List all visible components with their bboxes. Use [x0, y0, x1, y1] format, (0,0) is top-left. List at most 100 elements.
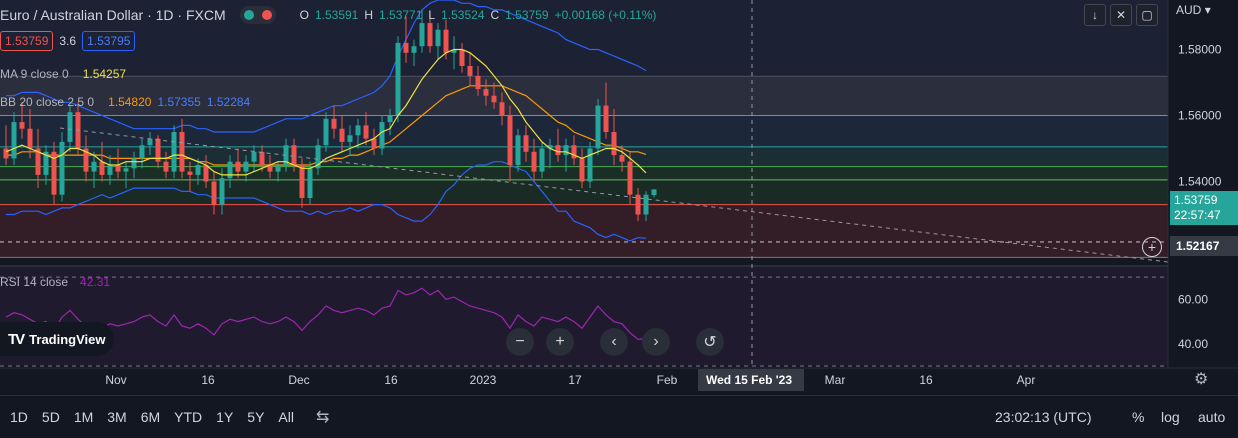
add-plus-icon[interactable]: + — [1142, 237, 1162, 257]
candle-body — [547, 145, 553, 149]
price-tick-label: 1.56000 — [1178, 109, 1222, 123]
scroll-left-button[interactable]: ‹ — [600, 328, 628, 356]
candle — [451, 36, 457, 70]
maximize-icon[interactable]: ▢ — [1136, 4, 1158, 26]
candle-body — [163, 161, 169, 172]
candle-body — [379, 122, 385, 149]
ma-legend[interactable]: MA 9 close 0 1.54257 — [0, 67, 126, 81]
bid-ask-row: 1.53759 3.6 1.53795 — [0, 31, 136, 51]
arrow-down-icon[interactable]: ↓ — [1084, 4, 1106, 26]
utc-clock[interactable]: 23:02:13 (UTC) — [995, 409, 1092, 425]
candle-body — [579, 158, 585, 182]
timeframe-button[interactable]: 1Y — [216, 409, 234, 425]
candle-body — [195, 165, 201, 175]
candle — [219, 168, 225, 215]
candle — [59, 132, 65, 202]
fib-zone — [0, 179, 1168, 205]
candle-body — [451, 49, 457, 53]
price-tick-label: 1.54000 — [1178, 175, 1222, 189]
bb-upper-value: 1.57355 — [157, 95, 201, 109]
rsi-pane — [0, 265, 1238, 367]
candle — [259, 145, 265, 172]
bollinger-bands — [6, 0, 647, 242]
candle-body — [235, 161, 241, 172]
timeframe-button[interactable]: All — [278, 409, 294, 425]
time-axis: Nov 16 Dec 16 2023 17 Feb Mar 16 Apr — [0, 367, 1238, 395]
visibility-toggle[interactable] — [239, 6, 276, 24]
collapse-icon[interactable]: ✕ — [1110, 4, 1132, 26]
candle — [467, 52, 473, 86]
candle — [427, 16, 433, 53]
time-axis-bg — [0, 368, 1238, 395]
candle — [251, 145, 257, 172]
auto-toggle[interactable]: auto — [1198, 409, 1226, 425]
date-range-icon[interactable]: ⇆ — [315, 409, 330, 426]
timeframe-button[interactable]: 1M — [73, 409, 94, 425]
reset-chart-button[interactable]: ↺ — [696, 328, 724, 356]
buy-price-button[interactable]: 1.53795 — [82, 31, 136, 51]
candle — [539, 141, 545, 179]
percent-toggle[interactable]: % — [1132, 409, 1145, 425]
candle-body — [203, 165, 209, 182]
crosshair-time-tag: Wed 15 Feb '23 — [698, 369, 804, 391]
candle — [355, 118, 361, 149]
candle — [227, 155, 233, 189]
bb-label: BB 20 close 2.5 0 — [0, 95, 95, 109]
timeframe-button[interactable]: 5D — [41, 409, 60, 425]
currency-label[interactable]: AUD ▾ — [1176, 3, 1211, 17]
low-label: L — [428, 8, 436, 22]
tradingview-logo[interactable]: TV TradingView — [0, 322, 114, 356]
candle-body — [43, 151, 49, 175]
fib-zone — [0, 115, 1168, 147]
bb-lower-line — [6, 161, 647, 242]
trend-line-segment — [59, 127, 1169, 263]
time-tick-label: Feb — [657, 373, 678, 387]
timeframe-button[interactable]: 1D — [10, 409, 28, 425]
log-toggle[interactable]: log — [1161, 409, 1180, 425]
timeframe-button[interactable]: 5Y — [247, 409, 265, 425]
close-label: C — [490, 8, 500, 22]
candle-body — [315, 145, 321, 169]
scroll-right-button[interactable]: › — [642, 328, 670, 356]
candle — [35, 128, 41, 189]
tv-logo-icon: TV — [8, 330, 25, 348]
symbol-title[interactable]: Euro / Australian Dollar · 1D · FXCM — [0, 7, 226, 23]
rsi-legend[interactable]: RSI 14 close 42.31 — [0, 275, 110, 289]
fib-zone — [0, 204, 1168, 242]
bb-upper-line — [6, 0, 647, 133]
candle — [19, 102, 25, 139]
zoom-out-button[interactable]: − — [506, 328, 534, 356]
bb-legend[interactable]: BB 20 close 2.5 0 1.54820 1.57355 1.5228… — [0, 95, 250, 109]
gear-icon[interactable]: ⚙ — [1194, 371, 1209, 388]
candle — [291, 138, 297, 172]
sell-price-button[interactable]: 1.53759 — [0, 31, 54, 51]
pane-toolbar: ↓ ✕ ▢ — [1084, 4, 1158, 26]
timeframe-button[interactable]: 6M — [140, 409, 161, 425]
candle — [27, 108, 33, 159]
candle — [211, 171, 217, 215]
fib-zone — [0, 75, 1168, 116]
time-tick-label: 16 — [919, 373, 933, 387]
candle-body — [595, 105, 601, 149]
rsi-line — [5, 287, 647, 340]
logo-text: TradingView — [29, 331, 106, 347]
candle-body — [427, 23, 433, 47]
candle — [483, 79, 489, 106]
candle — [587, 141, 593, 189]
timeframe-button[interactable]: 3M — [107, 409, 127, 425]
candle-body — [459, 49, 465, 66]
candle-body — [355, 125, 361, 136]
candle-body — [251, 151, 257, 162]
current-price: 1.53759 — [1174, 193, 1218, 207]
candle — [371, 128, 377, 156]
timeframe-button[interactable]: YTD — [174, 409, 203, 425]
low-value: 1.53524 — [441, 8, 485, 22]
candle-body — [51, 151, 57, 195]
zoom-in-button[interactable]: + — [546, 328, 574, 356]
candle — [547, 138, 553, 169]
time-tick-label: Mar — [825, 373, 846, 387]
candle-body — [35, 148, 41, 175]
candle — [123, 161, 129, 189]
timeframe-selector: 1D 5D 1M 3M 6M YTD 1Y 5Y All — [0, 409, 294, 425]
